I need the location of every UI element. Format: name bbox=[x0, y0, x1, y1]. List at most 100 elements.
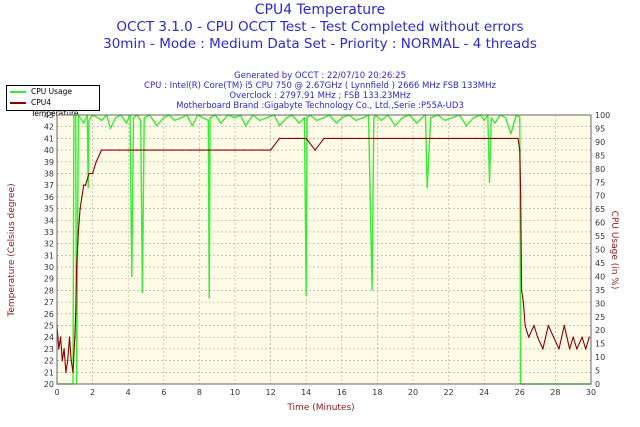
data-point bbox=[380, 119, 382, 122]
data-point bbox=[588, 336, 590, 338]
data-point bbox=[207, 149, 209, 151]
series-line bbox=[56, 137, 590, 373]
data-point bbox=[65, 371, 67, 374]
data-point bbox=[305, 137, 307, 140]
data-point bbox=[261, 149, 263, 151]
data-point bbox=[371, 289, 373, 291]
data-point bbox=[465, 125, 468, 127]
data-point bbox=[451, 116, 453, 119]
data-point bbox=[74, 313, 77, 315]
data-point bbox=[552, 336, 555, 338]
data-point bbox=[269, 149, 272, 151]
x-tick-label: 2 bbox=[90, 388, 95, 397]
y-tick-label: 40 bbox=[44, 146, 54, 155]
y-tick-label: 37 bbox=[44, 181, 54, 190]
y-axis-ticks: 20 21 22 23 24 25 26 27 28 29 30 31 32 33 34 35 36 37 38 39… bbox=[44, 111, 54, 389]
y-tick-label: 34 bbox=[44, 216, 54, 225]
data-point bbox=[115, 116, 117, 119]
data-point bbox=[576, 348, 578, 350]
y-tick-label: 43 bbox=[44, 111, 54, 120]
data-point bbox=[415, 122, 418, 124]
data-point bbox=[483, 119, 485, 122]
legend-item-temperature: CPU4 Temperature bbox=[7, 97, 99, 118]
data-point bbox=[403, 137, 405, 140]
x-tick-label: 8 bbox=[197, 388, 202, 397]
data-point bbox=[584, 348, 587, 350]
data-point bbox=[367, 137, 370, 140]
x-tick-label: 0 bbox=[54, 388, 59, 397]
data-point bbox=[421, 116, 423, 119]
data-point bbox=[341, 137, 343, 140]
data-point bbox=[136, 149, 138, 151]
data-point bbox=[510, 133, 512, 135]
data-point bbox=[74, 336, 76, 338]
data-point bbox=[536, 336, 539, 338]
data-point bbox=[88, 119, 90, 122]
data-point bbox=[209, 116, 211, 119]
y-tick-label: 39 bbox=[44, 158, 54, 167]
data-point bbox=[456, 137, 459, 140]
data-point bbox=[61, 359, 64, 362]
data-point bbox=[335, 122, 338, 124]
y2-tick-label: 75 bbox=[595, 178, 605, 187]
data-point bbox=[287, 137, 290, 140]
data-point bbox=[118, 149, 121, 151]
chart-subtitle-test: OCCT 3.1.0 - CPU OCCT Test - Test Comple… bbox=[116, 19, 524, 35]
data-point bbox=[139, 119, 142, 122]
data-point bbox=[244, 125, 247, 127]
data-point bbox=[243, 149, 245, 151]
x-tick-label: 6 bbox=[161, 388, 166, 397]
y-tick-label: 41 bbox=[44, 134, 54, 143]
data-point bbox=[296, 137, 298, 140]
data-point bbox=[581, 336, 583, 338]
x-tick-label: 16 bbox=[337, 388, 347, 397]
data-point bbox=[88, 172, 90, 175]
data-point bbox=[207, 119, 209, 122]
data-point bbox=[141, 291, 144, 294]
y-tick-label: 31 bbox=[44, 251, 54, 260]
data-point bbox=[91, 172, 94, 175]
data-point bbox=[519, 116, 521, 119]
data-point bbox=[316, 119, 318, 122]
data-point bbox=[125, 122, 128, 124]
data-point bbox=[472, 116, 475, 119]
y2-tick-label: 65 bbox=[595, 205, 605, 214]
y2-tick-label: 25 bbox=[595, 313, 605, 322]
data-point bbox=[189, 149, 192, 151]
x-tick-label: 28 bbox=[550, 388, 560, 397]
y-tick-label: 33 bbox=[44, 228, 54, 237]
y2-tick-label: 30 bbox=[595, 299, 605, 308]
series-cpu4-temperature bbox=[56, 137, 590, 374]
data-point bbox=[83, 122, 85, 124]
data-point bbox=[412, 137, 414, 140]
data-point bbox=[59, 336, 62, 338]
data-point bbox=[305, 294, 307, 296]
data-point bbox=[401, 116, 404, 119]
data-point bbox=[155, 125, 158, 127]
data-point bbox=[95, 161, 97, 163]
chart-title: CPU4 Temperature bbox=[254, 2, 386, 18]
data-point bbox=[306, 116, 308, 119]
data-point bbox=[173, 119, 176, 122]
data-point bbox=[180, 149, 183, 151]
legend-label-temp: CPU4 Temperature bbox=[31, 98, 79, 118]
y-tick-label: 32 bbox=[44, 240, 54, 249]
data-point bbox=[394, 137, 396, 140]
data-point bbox=[568, 348, 571, 350]
y2-tick-label: 90 bbox=[595, 138, 605, 147]
legend-swatch-temp bbox=[10, 102, 26, 104]
x-axis-ticks: 0 2 4 6 8 10 12 14 16 18 20 22 24 26 28 30 bbox=[54, 388, 596, 397]
y2-tick-label: 95 bbox=[595, 124, 605, 133]
data-point bbox=[465, 137, 468, 140]
x-axis-label: Time (Minutes) bbox=[286, 403, 354, 413]
data-point bbox=[298, 122, 300, 124]
data-point bbox=[439, 137, 441, 140]
plot-frame bbox=[56, 114, 592, 385]
data-point bbox=[323, 116, 325, 119]
info-motherboard: Motherboard Brand :Gigabyte Technology C… bbox=[176, 101, 464, 111]
data-point bbox=[285, 116, 288, 119]
data-point bbox=[154, 149, 156, 151]
data-point bbox=[143, 116, 145, 119]
data-point bbox=[252, 149, 254, 151]
data-point bbox=[77, 231, 80, 233]
